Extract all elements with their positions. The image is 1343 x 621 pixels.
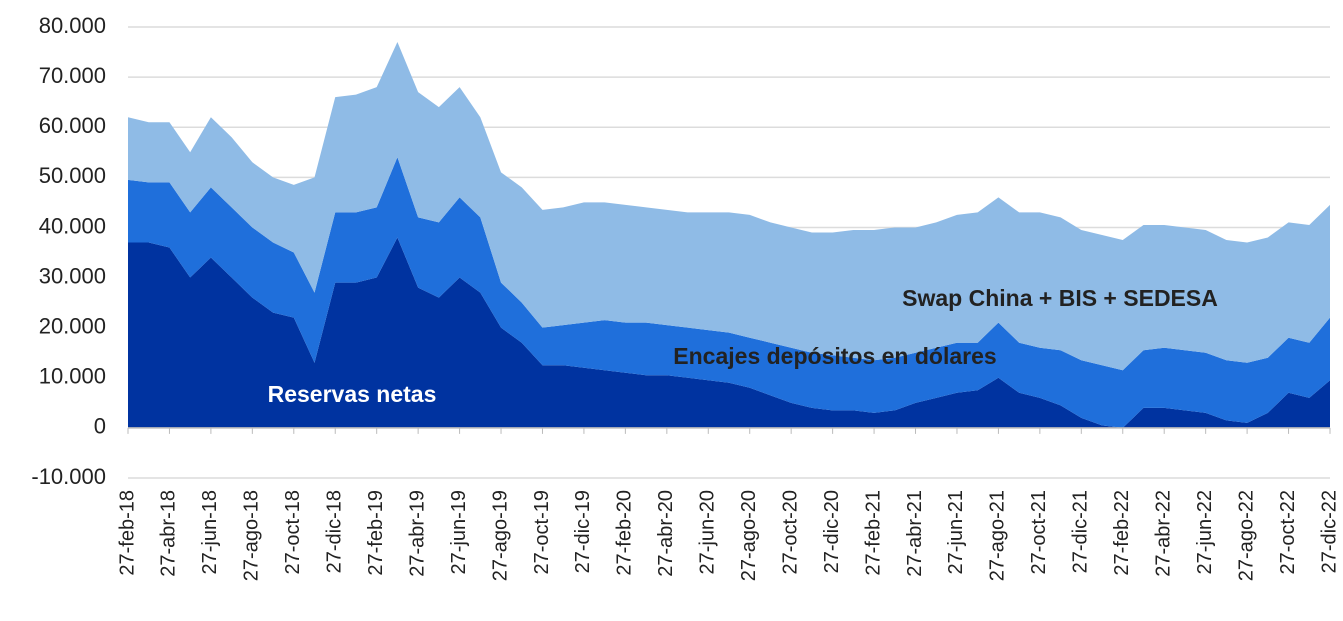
x-tick-label: 27-ago-19	[489, 490, 511, 581]
x-tick-label: 27-oct-19	[531, 490, 553, 575]
y-tick-label: 60.000	[39, 113, 106, 138]
x-tick-label: 27-abr-21	[904, 490, 926, 577]
y-tick-label: 10.000	[39, 364, 106, 389]
series-label: Reservas netas	[268, 381, 437, 407]
area	[128, 42, 1330, 371]
x-tick-label: 27-abr-18	[158, 490, 180, 577]
x-tick-label: 27-abr-22	[1152, 490, 1174, 577]
x-tick-label: 27-feb-21	[862, 490, 884, 576]
x-tick-label: 27-dic-20	[821, 490, 843, 573]
y-tick-label: 0	[94, 414, 106, 439]
x-tick-label: 27-oct-18	[282, 490, 304, 575]
x-tick-label: 27-jun-21	[945, 490, 967, 575]
x-tick-label: 27-dic-21	[1070, 490, 1092, 573]
y-tick-label: 40.000	[39, 213, 106, 238]
y-tick-label: 30.000	[39, 263, 106, 288]
y-tick-label: 80.000	[39, 13, 106, 38]
series-label: Swap China + BIS + SEDESA	[902, 285, 1218, 311]
x-tick-label: 27-abr-19	[406, 490, 428, 577]
x-tick-label: 27-abr-20	[655, 490, 677, 577]
x-tick-label: 27-feb-22	[1111, 490, 1133, 576]
y-tick-label: 70.000	[39, 63, 106, 88]
y-tick-label: 50.000	[39, 163, 106, 188]
x-tick-label: 27-feb-18	[116, 490, 138, 576]
y-tick-label: 20.000	[39, 313, 106, 338]
x-tick-label: 27-oct-20	[779, 490, 801, 575]
x-tick-label: 27-oct-22	[1277, 490, 1299, 575]
area	[128, 237, 1330, 428]
series-label: Encajes depósitos en dólares	[673, 343, 996, 369]
x-tick-label: 27-jun-22	[1194, 490, 1216, 575]
x-tick-label: 27-dic-18	[324, 490, 346, 573]
x-tick-label: 27-ago-21	[987, 490, 1009, 581]
x-tick-label: 27-dic-22	[1318, 490, 1340, 573]
y-tick-label: -10.000	[31, 464, 106, 489]
x-tick-label: 27-dic-19	[572, 490, 594, 573]
x-tick-label: 27-ago-22	[1235, 490, 1257, 581]
x-tick-label: 27-jun-19	[448, 490, 470, 575]
area	[128, 157, 1330, 428]
x-tick-label: 27-ago-18	[241, 490, 263, 581]
x-tick-label: 27-ago-20	[738, 490, 760, 581]
x-tick-label: 27-feb-19	[365, 490, 387, 576]
x-tick-label: 27-feb-20	[614, 490, 636, 576]
x-tick-label: 27-jun-20	[697, 490, 719, 575]
areas	[128, 42, 1330, 428]
x-tick-label: 27-jun-18	[199, 490, 221, 575]
axes: -10.000 0 10.000 20.000 30.000 40.000 50.000 60…	[31, 13, 1340, 581]
x-tick-label: 27-oct-21	[1028, 490, 1050, 575]
